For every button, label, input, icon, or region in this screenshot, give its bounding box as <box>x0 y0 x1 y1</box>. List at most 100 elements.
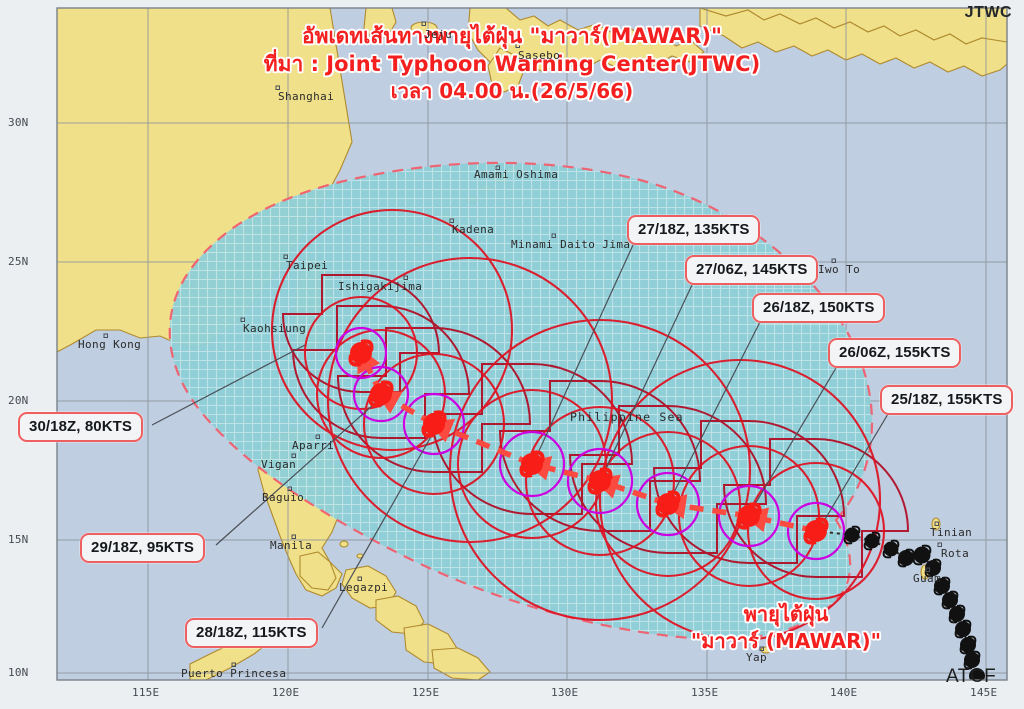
lon-tick-135E: 135E <box>691 686 719 699</box>
wind-circle-p5 <box>456 388 608 540</box>
dot-puertoprincesa <box>231 662 236 667</box>
lon-tick-120E: 120E <box>272 686 300 699</box>
place-label-sasebo: Sasebo <box>518 49 561 62</box>
dot-minami <box>551 233 556 238</box>
dot-sasebo <box>515 43 520 48</box>
lat-tick-15N: 15N <box>8 533 29 546</box>
history-point <box>969 668 985 680</box>
storm-symbol <box>519 450 545 478</box>
wind-poly-p4 <box>498 380 702 532</box>
storm-symbol <box>803 517 829 545</box>
lon-tick-145E: 145E <box>970 686 998 699</box>
wind-circle-p4 <box>524 405 676 557</box>
wind-poly-p1 <box>722 438 910 578</box>
forecast-callout-f27_06[interactable]: 27/06Z, 145KTS <box>685 255 819 285</box>
dot-iwoto <box>831 258 836 263</box>
lon-tick-125E: 125E <box>412 686 440 699</box>
place-label-guam: Guam <box>913 572 942 585</box>
mindanao-north <box>431 647 491 680</box>
r34-p4 <box>566 447 634 515</box>
dot-jeju <box>421 21 426 26</box>
callout-leader-lines <box>151 244 889 629</box>
kyushu-south <box>487 47 525 93</box>
r34-p5 <box>498 430 566 498</box>
history-point <box>959 635 977 655</box>
forecast-callout-f28[interactable]: 28/18Z, 115KTS <box>185 618 318 648</box>
wind-poly-p7 <box>291 305 471 439</box>
wind-radius-50kt-circles <box>270 208 886 642</box>
dot-legazpi <box>357 576 362 581</box>
dot-taipei <box>283 254 288 259</box>
place-label-shanghai: Shanghai <box>278 90 335 103</box>
storm-symbol <box>736 502 762 530</box>
place-label-kaohsiung: Kaohsiung <box>243 322 307 335</box>
place-label-aparri: Aparri <box>292 439 335 452</box>
forecast-callout-f26_06[interactable]: 26/06Z, 155KTS <box>828 338 962 368</box>
leader-f26-06 <box>747 367 837 517</box>
wind-circle-p7 <box>315 328 447 460</box>
wind-circle-outer-b <box>326 256 614 544</box>
ph-islet-1 <box>339 540 349 548</box>
track-seg-3 <box>592 474 669 507</box>
lat-tick-30N: 30N <box>8 116 29 129</box>
map-frame <box>56 7 1008 681</box>
wind-circle-outer-d <box>598 358 882 642</box>
r34-p1 <box>786 501 846 561</box>
place-label-iwo-to: Iwo To <box>818 263 861 276</box>
place-label-rota: Rota <box>941 547 970 560</box>
place-marker-dots <box>103 21 942 667</box>
track-seg-2 <box>660 494 750 520</box>
dot-amami <box>495 165 500 170</box>
japan-honshu-coast <box>699 8 1007 77</box>
track-seg-4 <box>524 456 601 484</box>
forecast-callout-f29[interactable]: 29/18Z, 95KTS <box>80 533 206 563</box>
lon-tick-140E: 140E <box>830 686 858 699</box>
r34-p7 <box>352 365 410 423</box>
lat-tick-10N: 10N <box>8 666 29 679</box>
storm-symbol <box>587 467 613 495</box>
lat-tick-25N: 25N <box>8 255 29 268</box>
forecast-storm-symbols <box>348 339 829 545</box>
korea-south <box>363 8 397 41</box>
history-point <box>954 619 972 639</box>
track-seg-5 <box>426 418 534 467</box>
place-label-taipei: Taipei <box>286 259 329 272</box>
place-label-philippine-sea: Philippine Sea <box>570 410 684 424</box>
mindoro <box>299 551 337 591</box>
leader-f27-18 <box>532 244 634 465</box>
dot-manila <box>291 534 296 539</box>
lat-tick-20N: 20N <box>8 394 29 407</box>
place-label-legazpi: Legazpi <box>339 581 389 594</box>
wind-radius-outer-polygons <box>281 274 910 578</box>
dot-ishigaki <box>403 275 408 280</box>
leader-f29 <box>215 396 383 546</box>
place-label-tinian: Tinian <box>930 526 973 539</box>
leader-f25-18 <box>817 413 889 532</box>
forecast-callout-f25_18[interactable]: 25/18Z, 155KTS <box>880 385 1014 415</box>
wind-circle-outer-c <box>448 318 752 622</box>
jtwc-source-label: JTWC <box>964 4 1012 21</box>
forecast-callout-f26_18[interactable]: 26/18Z, 150KTS <box>752 293 886 323</box>
atcf-label: ATCF <box>946 666 997 687</box>
forecast-callout-f27_18[interactable]: 27/18Z, 135KTS <box>627 215 761 245</box>
history-point <box>963 650 981 670</box>
place-label-vigan: Vigan <box>261 458 297 471</box>
history-track-points <box>843 525 985 680</box>
forecast-callout-f30[interactable]: 30/18Z, 80KTS <box>18 412 144 442</box>
leader-f26-18 <box>667 321 761 505</box>
wind-radius-34kt-circles <box>334 326 846 561</box>
history-point <box>912 544 932 566</box>
tinian-island <box>931 517 941 531</box>
dot-kadena <box>449 218 454 223</box>
place-label-puerto-princesa: Puerto Princesa <box>181 667 287 680</box>
storm-symbol <box>348 339 374 367</box>
storm-symbol <box>655 490 681 518</box>
place-label-manila: Manila <box>270 539 313 552</box>
history-point <box>882 539 900 559</box>
leader-f30 <box>151 344 306 426</box>
dot-baguio <box>287 486 292 491</box>
track-seg-1 <box>741 507 817 534</box>
dot-tinian <box>934 521 939 526</box>
dot-aparri <box>315 434 320 439</box>
